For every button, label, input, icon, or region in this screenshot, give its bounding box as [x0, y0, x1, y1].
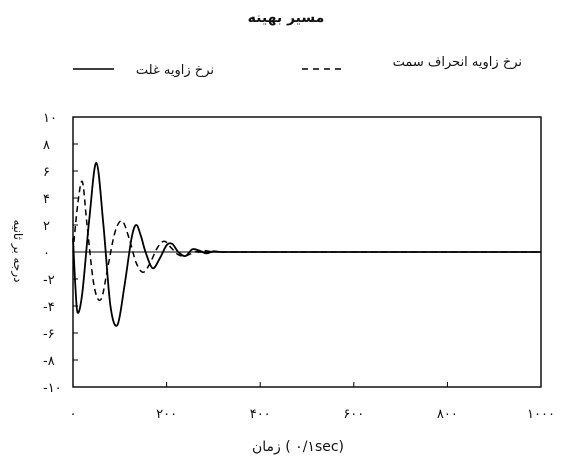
y-tick-label: -۶: [43, 327, 55, 342]
x-tick-label: ۴۰۰: [250, 407, 271, 422]
x-tick-label: ۰: [70, 407, 77, 422]
legend-label-roll-rate: نرخ زاویه غلت: [136, 63, 214, 78]
legend-label-yaw-rate: نرخ زاویه انحراف سمت: [393, 55, 522, 70]
y-tick-label: -۱۰: [43, 381, 62, 396]
y-axis-label: درجه بر ثانیه: [10, 220, 25, 283]
series-line-roll-rate: [72, 161, 541, 327]
y-tick-label: ۴: [43, 192, 50, 207]
legend: نرخ زاویه غلت نرخ زاویه انحراف سمت: [73, 55, 522, 78]
y-tick-label: -۲: [43, 273, 55, 288]
x-axis-label: زمان ( ۰/۱sec): [252, 439, 344, 455]
y-tick-label: ۲: [43, 219, 50, 234]
y-tick-label: ۰: [43, 246, 50, 261]
y-tick-label: -۴: [43, 300, 55, 315]
y-tick-label: ۸: [43, 138, 50, 153]
x-tick-label: ۸۰۰: [437, 407, 458, 422]
x-tick-label: ۶۰۰: [343, 407, 364, 422]
x-tick-label: ۱۰۰۰: [527, 407, 555, 422]
series-line-yaw-rate: [72, 180, 541, 302]
plot-area: ۱۰ ۸ ۶ ۴ ۲ ۰ -۲ -۴ -۶ -۸ -۱۰ ۰ ۲۰۰ ۴۰۰ ۶۰۰ ۸۰۰ ۱۰۰۰: [43, 111, 555, 422]
y-tick-label: ۱۰: [43, 111, 57, 126]
x-tick-label: ۲۰۰: [156, 407, 177, 422]
y-tick-label: -۸: [43, 354, 55, 369]
y-tick-label: ۶: [43, 165, 50, 180]
chart-title: مسیر بهینه: [248, 10, 325, 26]
